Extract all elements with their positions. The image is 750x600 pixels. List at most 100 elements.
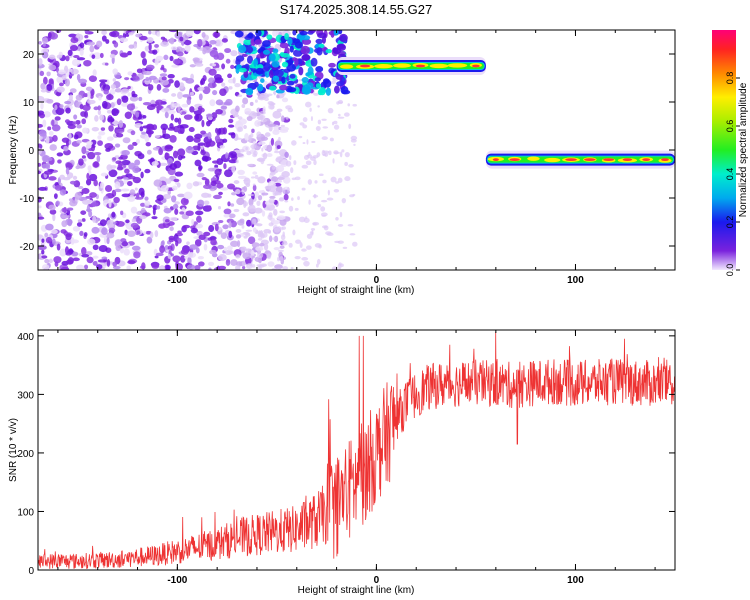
- noise-blob: [168, 30, 178, 33]
- noise-blob: [108, 125, 114, 132]
- noise-blob: [97, 135, 102, 140]
- noise-blob-faint: [252, 183, 256, 186]
- noise-blob: [214, 31, 219, 39]
- noise-blob: [132, 176, 142, 184]
- noise-blob: [142, 57, 148, 66]
- noise-blob: [119, 52, 129, 58]
- noise-blob: [224, 48, 232, 54]
- noise-blob: [129, 95, 139, 102]
- noise-blob: [141, 262, 146, 270]
- noise-blob-faint: [253, 150, 258, 156]
- noise-blob: [254, 207, 263, 214]
- noise-blob-faint: [311, 140, 316, 143]
- cluster-blob: [260, 78, 265, 83]
- noise-blob: [261, 192, 269, 196]
- noise-blob: [124, 111, 132, 119]
- noise-blob: [129, 189, 136, 196]
- noise-blob: [124, 229, 128, 236]
- noise-blob-faint: [235, 137, 243, 140]
- noise-blob: [75, 119, 81, 125]
- noise-blob-faint: [347, 103, 351, 107]
- noise-blob: [105, 232, 115, 239]
- noise-blob: [148, 30, 152, 35]
- noise-blob-faint: [321, 118, 327, 121]
- noise-blob: [114, 181, 121, 190]
- noise-blob-faint: [245, 147, 248, 151]
- noise-blob-faint: [344, 152, 350, 158]
- upper-band-peak: [429, 63, 449, 69]
- noise-blob: [83, 232, 88, 237]
- noise-blob: [81, 155, 86, 159]
- noise-blob-faint: [290, 167, 294, 174]
- noise-blob: [73, 114, 78, 120]
- noise-blob: [225, 152, 229, 159]
- noise-blob-faint: [327, 107, 334, 114]
- noise-blob: [146, 123, 155, 130]
- noise-blob-faint: [235, 159, 239, 164]
- cluster-blob: [238, 45, 247, 54]
- noise-blob: [223, 169, 233, 178]
- y-tick-label: 300: [17, 390, 34, 401]
- noise-blob: [40, 89, 47, 93]
- noise-blob-faint: [338, 101, 343, 104]
- noise-blob: [134, 159, 141, 166]
- noise-blob-faint: [326, 232, 334, 237]
- colorbar-tick-label: 0.4: [725, 168, 735, 181]
- noise-blob: [175, 240, 179, 247]
- noise-blob: [158, 162, 168, 166]
- noise-blob-faint: [294, 255, 301, 260]
- noise-blob: [86, 172, 90, 180]
- noise-blob: [197, 38, 203, 47]
- noise-blob: [159, 73, 168, 77]
- noise-blob: [89, 173, 98, 182]
- noise-blob: [76, 57, 86, 61]
- noise-blob: [41, 249, 45, 255]
- cluster-blob: [246, 55, 253, 64]
- noise-blob-faint: [234, 83, 241, 88]
- noise-blob: [38, 170, 42, 175]
- noise-blob: [189, 64, 196, 68]
- noise-blob-faint: [256, 131, 262, 138]
- noise-blob: [266, 153, 273, 158]
- noise-blob: [84, 34, 89, 39]
- noise-blob: [169, 55, 174, 62]
- noise-blob: [252, 227, 257, 233]
- cluster-blob: [289, 45, 294, 53]
- noise-blob: [216, 52, 225, 61]
- noise-blob: [217, 206, 221, 210]
- cluster-blob: [323, 79, 332, 88]
- noise-blob: [207, 131, 212, 140]
- lower-band-peak-core: [642, 158, 651, 162]
- noise-blob-faint: [335, 181, 340, 184]
- noise-blob: [228, 86, 233, 90]
- y-tick-label: -10: [20, 194, 35, 205]
- cluster-blob: [279, 52, 285, 57]
- noise-blob: [195, 223, 203, 229]
- noise-blob: [126, 103, 136, 111]
- noise-blob: [194, 159, 202, 167]
- noise-blob-faint: [259, 110, 266, 115]
- noise-blob-faint: [257, 264, 265, 268]
- noise-blob: [169, 226, 174, 232]
- noise-blob: [151, 161, 159, 167]
- cluster-blob: [274, 69, 284, 77]
- cluster-blob: [279, 42, 289, 49]
- noise-blob-faint: [288, 205, 294, 212]
- cluster-blob: [294, 41, 304, 49]
- noise-blob: [64, 100, 72, 105]
- noise-blob-faint: [272, 237, 276, 241]
- noise-blob: [208, 77, 215, 84]
- noise-blob: [227, 124, 235, 128]
- noise-blob: [128, 44, 135, 49]
- noise-blob: [82, 104, 91, 111]
- noise-blob: [190, 227, 198, 234]
- noise-blob: [100, 127, 106, 131]
- noise-blob: [88, 210, 93, 218]
- noise-blob: [215, 109, 223, 115]
- noise-blob-faint: [316, 152, 321, 157]
- noise-blob: [56, 152, 64, 157]
- y-tick-label: 400: [17, 332, 34, 343]
- noise-blob: [119, 37, 129, 43]
- noise-blob: [233, 180, 240, 184]
